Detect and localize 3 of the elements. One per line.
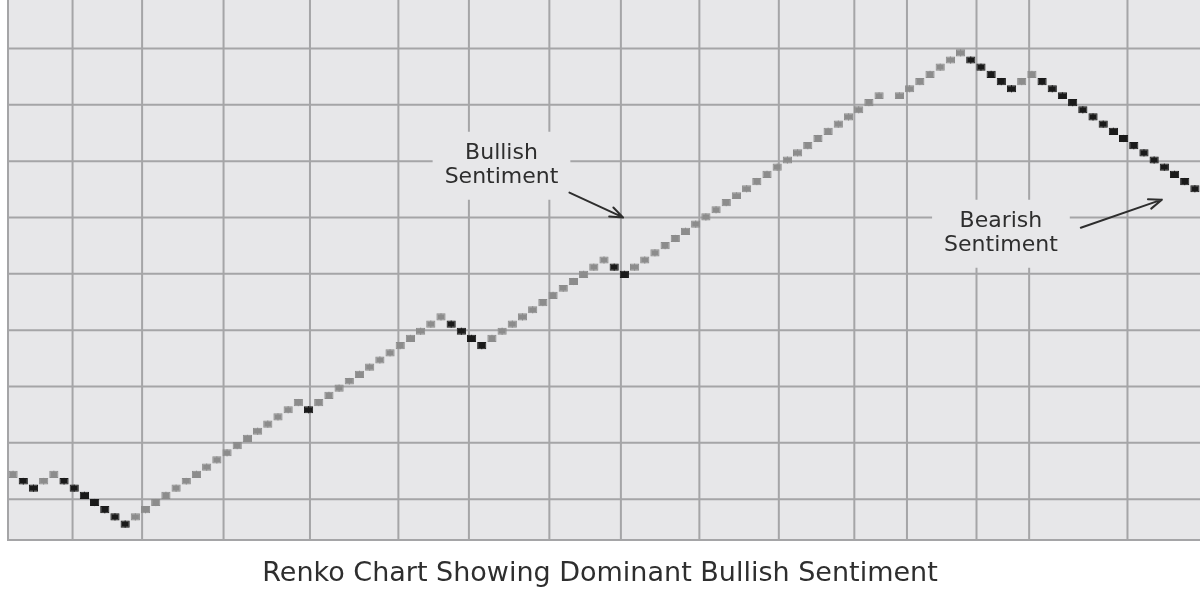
annotation: Bearish Sentiment — [944, 207, 1059, 257]
annotation: Bullish Sentiment — [444, 139, 559, 189]
text: Renko Chart Showing Dominant Bullish Sentiment — [262, 555, 938, 587]
